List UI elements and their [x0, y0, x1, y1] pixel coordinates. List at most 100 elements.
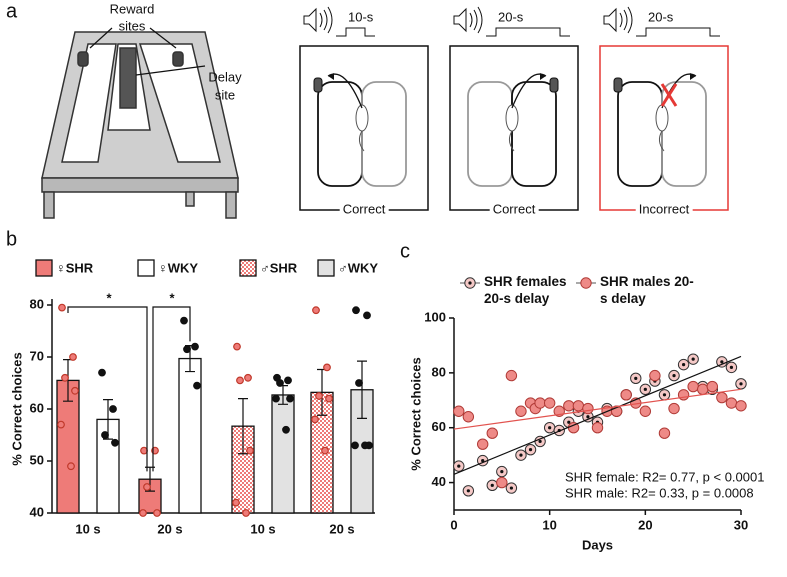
scatter-point [515, 449, 527, 461]
legend-swatch [137, 259, 155, 277]
rat [655, 104, 669, 132]
data-point [140, 446, 148, 455]
legend-label: ♂SHR [260, 260, 298, 275]
y-tick-label: 50 [30, 452, 44, 467]
reward-site [313, 77, 323, 93]
data-point [143, 483, 151, 491]
marker-dot [481, 459, 485, 463]
marker-ring [453, 405, 465, 417]
marker-dot [672, 374, 676, 378]
significance-bracket [152, 306, 191, 472]
significance-star: * [106, 290, 112, 305]
rat-tail [658, 130, 665, 152]
y-axis-title: % Correct choices [9, 352, 24, 465]
reward-site [613, 77, 623, 93]
x-tick-label: 10 [542, 517, 556, 532]
marker-ring [658, 427, 671, 439]
speaker [303, 7, 317, 33]
scatter-point [677, 389, 690, 401]
scatter-point [735, 400, 747, 412]
legend-swatch [35, 259, 53, 277]
scatter-point [453, 460, 465, 472]
panel-label: b [6, 228, 17, 250]
label-background [489, 200, 539, 218]
sound-waves [619, 6, 633, 34]
marker-ring [725, 397, 738, 409]
reward-label: Reward [110, 1, 155, 16]
marker-dot [548, 426, 552, 430]
marker-ring [563, 400, 575, 412]
label-background [635, 200, 693, 218]
scatter-point [687, 380, 699, 393]
data-point [272, 394, 280, 403]
scatter-point [687, 353, 699, 365]
sound-waves [319, 6, 333, 34]
scatter-point [649, 369, 661, 382]
data-point [351, 441, 359, 450]
scatter-point [464, 277, 476, 289]
marker-dot [682, 363, 686, 367]
y-tick-label: 80 [432, 364, 446, 379]
legend-swatch [239, 259, 257, 277]
y-tick-label: 40 [30, 504, 44, 519]
marker-ring [620, 389, 632, 401]
scatter-point [658, 427, 671, 439]
legend-label: SHR males 20-s delay [600, 274, 694, 306]
data-point [311, 415, 319, 424]
data-point [191, 342, 199, 351]
data-point [193, 381, 201, 390]
panel-label: c [400, 240, 410, 262]
data-point [139, 509, 147, 517]
scatter-point [580, 277, 592, 289]
data-point [98, 368, 106, 377]
marker-ring [534, 397, 546, 409]
scatter-point [697, 383, 709, 396]
scatter-point [543, 397, 556, 409]
legend-label: ♀SHR [56, 260, 94, 275]
marker-dot [490, 483, 494, 487]
significance-bracket [67, 306, 148, 472]
data-point [361, 441, 369, 450]
scatter-point [725, 361, 738, 374]
outcome-label: Correct [493, 201, 536, 216]
marker-dot [509, 486, 513, 490]
scatter-point [706, 380, 718, 393]
scatter-point [668, 402, 680, 415]
bar [178, 357, 202, 514]
callout-arrows [89, 27, 206, 76]
data-point [363, 311, 371, 320]
data-point [57, 420, 65, 429]
marker-ring [462, 411, 475, 423]
scatter-point [505, 482, 518, 494]
y-tick-label: 60 [30, 400, 44, 415]
marker-ring [697, 383, 709, 396]
scatter-point [496, 465, 508, 478]
maze-arm [511, 81, 557, 187]
scatter-point [591, 422, 604, 434]
scatter-point [515, 405, 527, 417]
data-point [61, 373, 69, 382]
delay-label: 20-s [648, 9, 674, 24]
marker-dot [519, 453, 523, 457]
scatter-point [496, 476, 508, 489]
data-point [352, 306, 360, 315]
data-point [315, 392, 323, 400]
maze-arm [467, 81, 513, 187]
data-point [183, 345, 191, 354]
marker-ring [639, 405, 652, 417]
scatter-point [668, 369, 680, 382]
data-point [111, 438, 119, 447]
marker-ring [572, 400, 585, 412]
marker-ring [515, 405, 527, 417]
x-tick-label: 20 [638, 517, 652, 532]
delay-label: Delay [208, 69, 242, 84]
marker-dot [662, 393, 667, 397]
data-point [236, 376, 244, 385]
reward-label: sites [119, 18, 146, 33]
stats-annotation: SHR female: R2= 0.77, p < 0.0001 [565, 469, 764, 484]
y-axis-title: % Correct choices [408, 357, 423, 470]
rat-tail [508, 130, 515, 152]
marker-ring [543, 397, 556, 409]
scatter-point [716, 391, 728, 404]
scatter-point [563, 400, 575, 412]
